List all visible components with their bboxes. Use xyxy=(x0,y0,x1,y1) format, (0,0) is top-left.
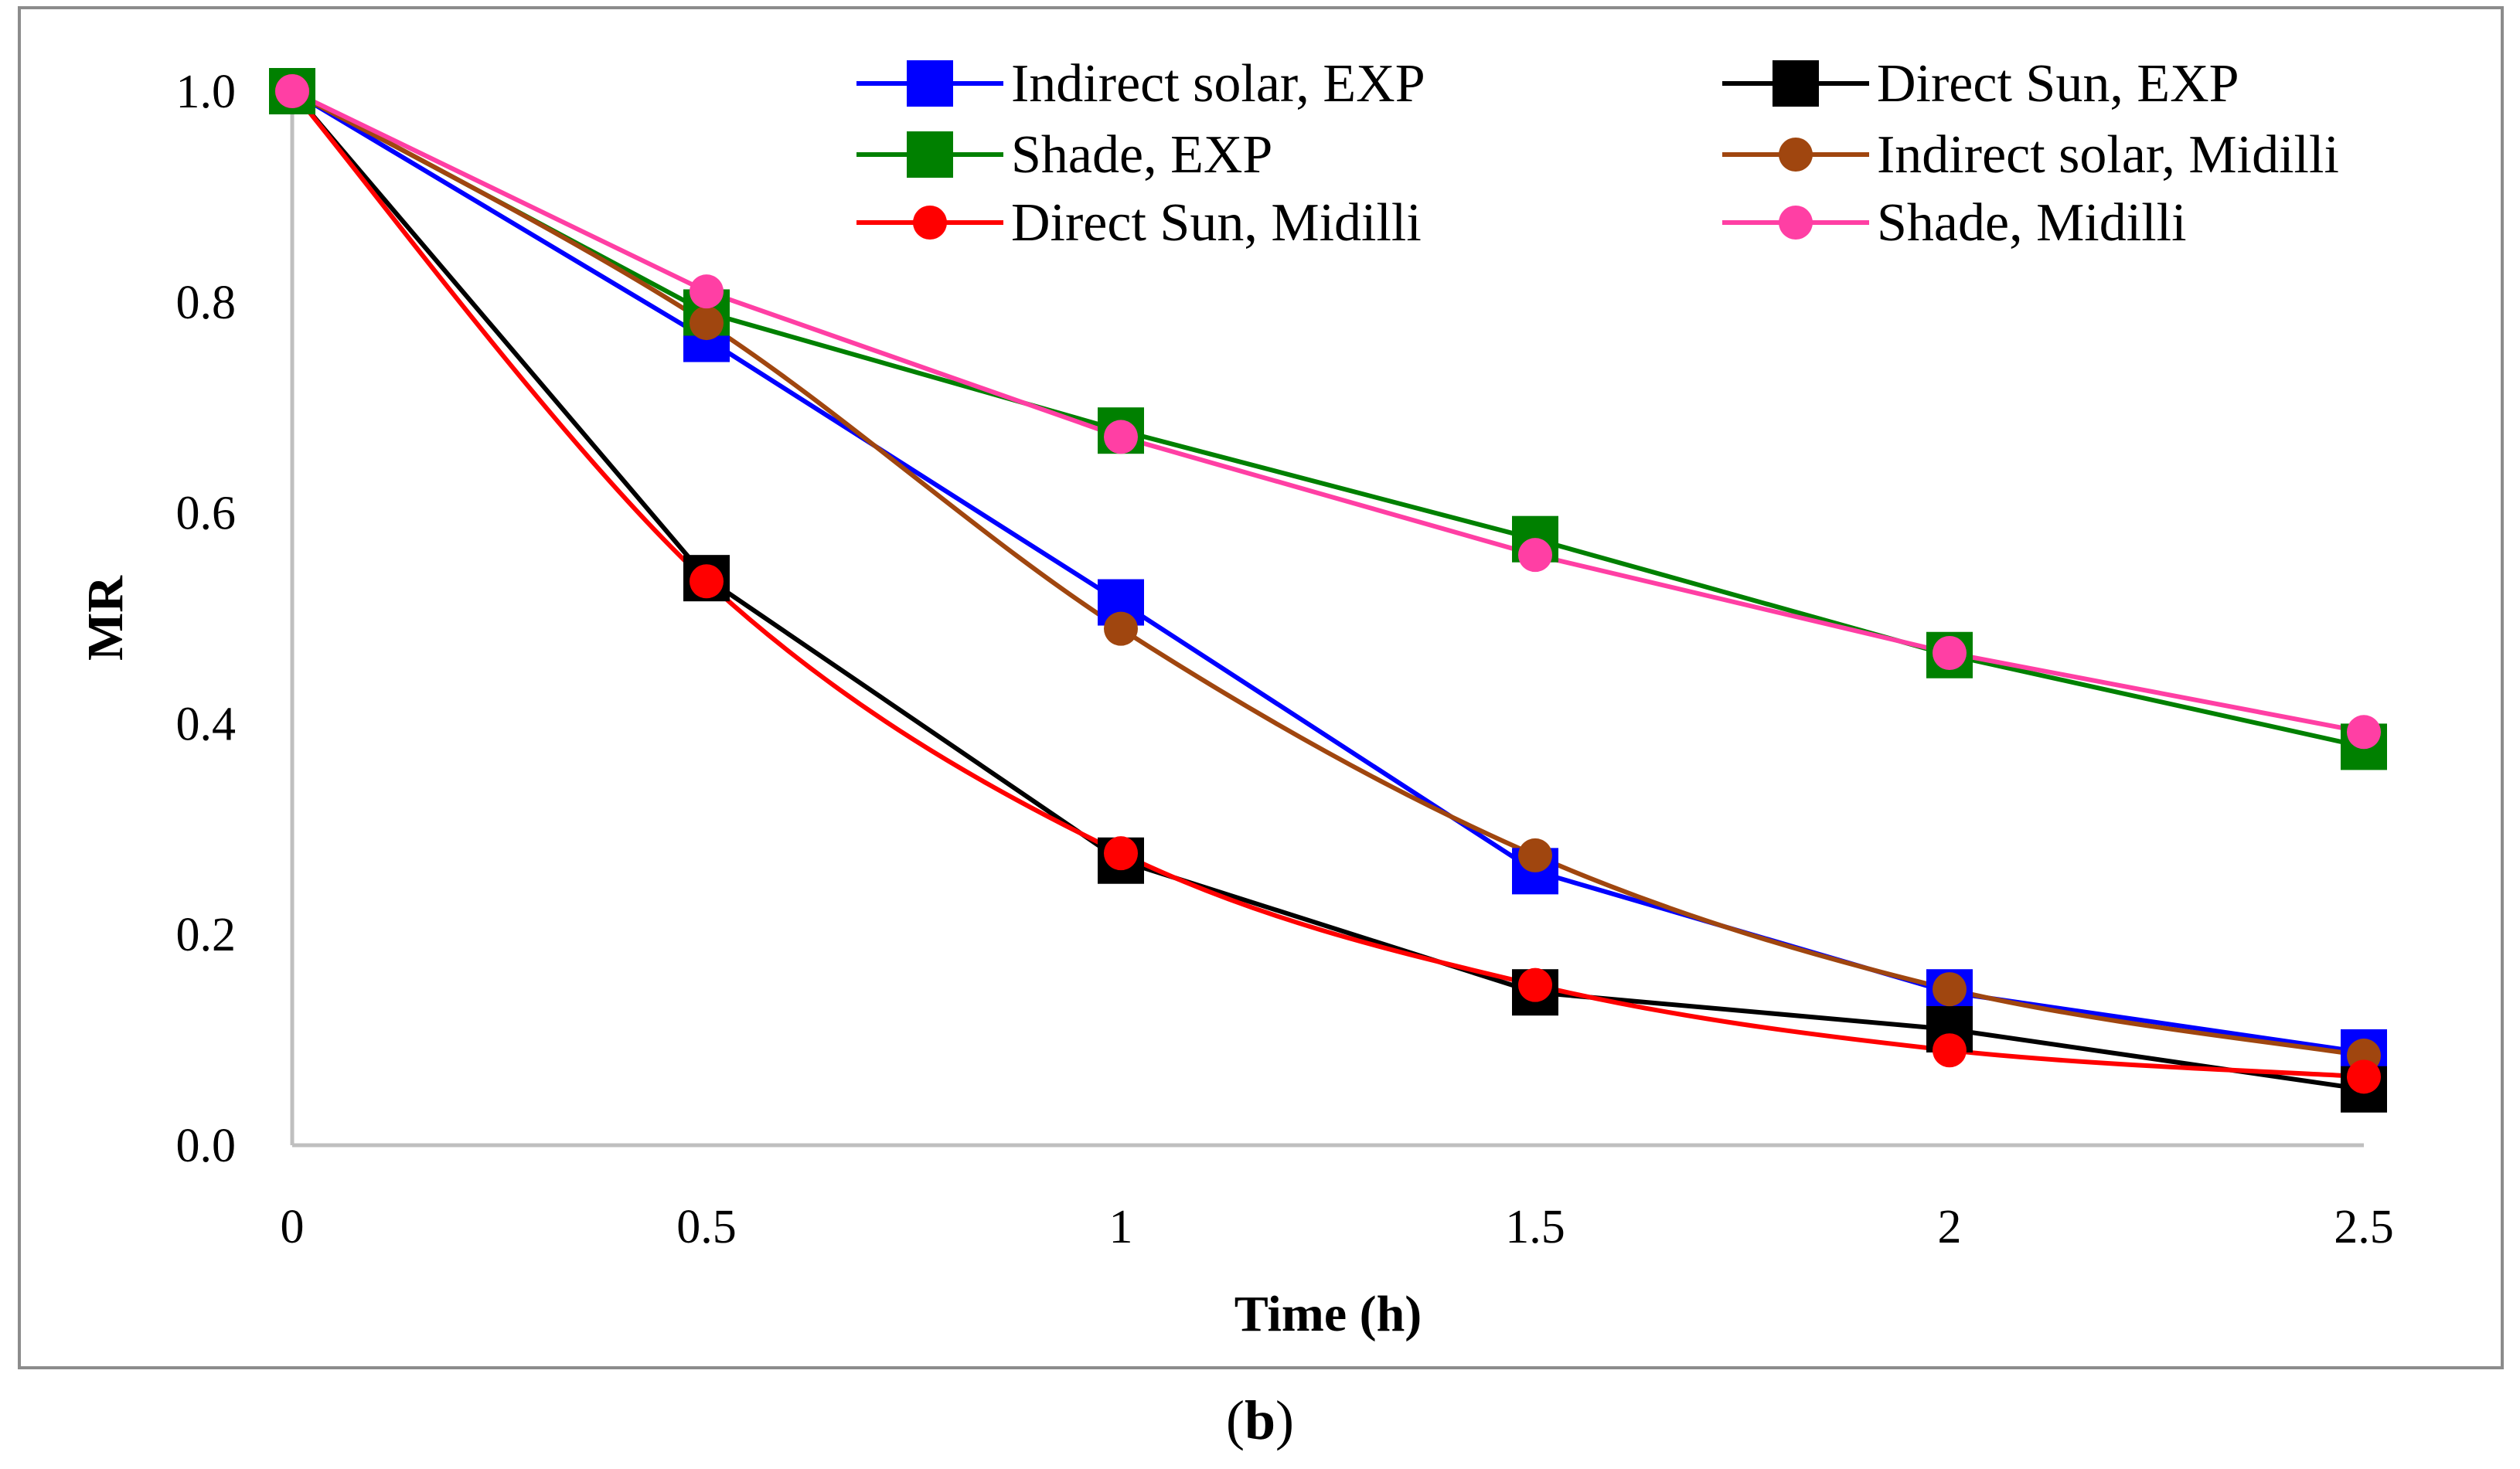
legend-marker xyxy=(1779,206,1813,240)
series-4-point xyxy=(690,564,724,599)
series-4-point xyxy=(1518,967,1552,1002)
legend-label: Direct Sun, Midilli xyxy=(1011,193,1422,253)
y-tick-label: 0.6 xyxy=(176,488,237,540)
y-axis-title: MR xyxy=(77,575,134,661)
legend-label: Shade, EXP xyxy=(1011,125,1272,185)
x-tick-label: 1 xyxy=(1109,1201,1133,1253)
y-tick-label: 0.0 xyxy=(176,1120,237,1172)
series-3-point xyxy=(1933,972,1967,1007)
x-axis-title: Time (h) xyxy=(1234,1286,1422,1342)
series-4-point xyxy=(2347,1059,2381,1094)
x-tick-label: 0 xyxy=(281,1201,305,1253)
y-tick-labels: 0.0 0.2 0.4 0.6 0.8 1.0 xyxy=(176,66,237,1172)
legend-marker xyxy=(907,60,953,107)
series-5-point xyxy=(1933,636,1967,671)
caption-letter: b xyxy=(1245,1389,1275,1451)
x-tick-labels: 0 0.5 1 1.5 2 2.5 xyxy=(281,1201,2394,1253)
series-5-point xyxy=(1518,538,1552,573)
series-line-5 xyxy=(290,89,2366,735)
y-tick-label: 1.0 xyxy=(176,66,237,118)
x-tick-label: 0.5 xyxy=(676,1201,737,1253)
y-tick-label: 0.2 xyxy=(176,909,237,961)
legend-marker xyxy=(907,131,953,178)
legend-marker xyxy=(1773,60,1819,107)
series-4-point xyxy=(1104,836,1138,871)
series-line-1 xyxy=(290,89,2366,1092)
series-4-point xyxy=(1933,1033,1967,1068)
series-3-point xyxy=(690,306,724,341)
legend: Indirect solar, EXP Direct Sun, EXP Shade,… xyxy=(856,54,2339,253)
series-5-point xyxy=(690,274,724,309)
x-tick-label: 2 xyxy=(1938,1201,1962,1253)
series-line-4 xyxy=(290,89,2366,1080)
caption-close-paren: ) xyxy=(1275,1389,1294,1451)
series-5-point xyxy=(2347,715,2381,750)
legend-marker xyxy=(913,206,947,240)
series-5-point xyxy=(1104,420,1138,454)
series-3-point xyxy=(1104,611,1138,646)
x-tick-label: 1.5 xyxy=(1505,1201,1565,1253)
series-3-point xyxy=(1518,838,1552,872)
plot-area xyxy=(269,68,2387,1113)
legend-label: Indirect solar, Midilli xyxy=(1877,125,2339,185)
legend-label: Direct Sun, EXP xyxy=(1877,54,2239,114)
y-tick-label: 0.8 xyxy=(176,277,237,329)
caption-open-paren: ( xyxy=(1226,1389,1245,1451)
legend-marker xyxy=(1779,138,1813,172)
y-tick-label: 0.4 xyxy=(176,698,237,750)
series-line-3 xyxy=(290,89,2366,1059)
series-line-2 xyxy=(290,89,2366,750)
figure-caption: (b) xyxy=(1226,1389,1294,1451)
legend-label: Indirect solar, EXP xyxy=(1011,54,1425,114)
x-tick-label: 2.5 xyxy=(2334,1201,2394,1253)
series-5-point xyxy=(275,74,309,108)
legend-label: Shade, Midilli xyxy=(1877,193,2187,253)
